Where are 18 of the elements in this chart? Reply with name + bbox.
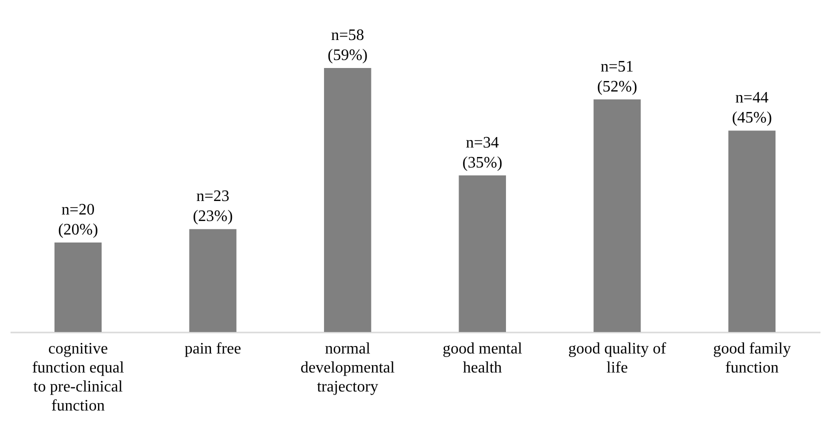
x-tick-label: normal developmental trajectory	[300, 340, 396, 396]
bar	[728, 130, 776, 332]
x-tick-label: good quality of life	[568, 340, 667, 376]
data-label: n=51 (52%)	[597, 58, 638, 96]
bar	[54, 242, 102, 332]
bar	[189, 229, 236, 332]
x-tick-label: pain free	[184, 340, 242, 358]
bar	[324, 68, 372, 332]
x-tick-label: good family function	[713, 340, 791, 376]
data-label: n=44 (45%)	[732, 90, 772, 127]
data-label: n=23 (23%)	[192, 188, 233, 226]
bar	[458, 175, 506, 332]
data-label: n=34 (35%)	[462, 134, 502, 172]
data-label: n=20 (20%)	[58, 202, 98, 239]
x-tick-label: cognitive function equal to pre-clinical function	[32, 340, 125, 414]
data-label: n=58 (59%)	[328, 27, 368, 64]
x-tick-label: good mental health	[442, 340, 523, 376]
bar	[594, 99, 641, 332]
